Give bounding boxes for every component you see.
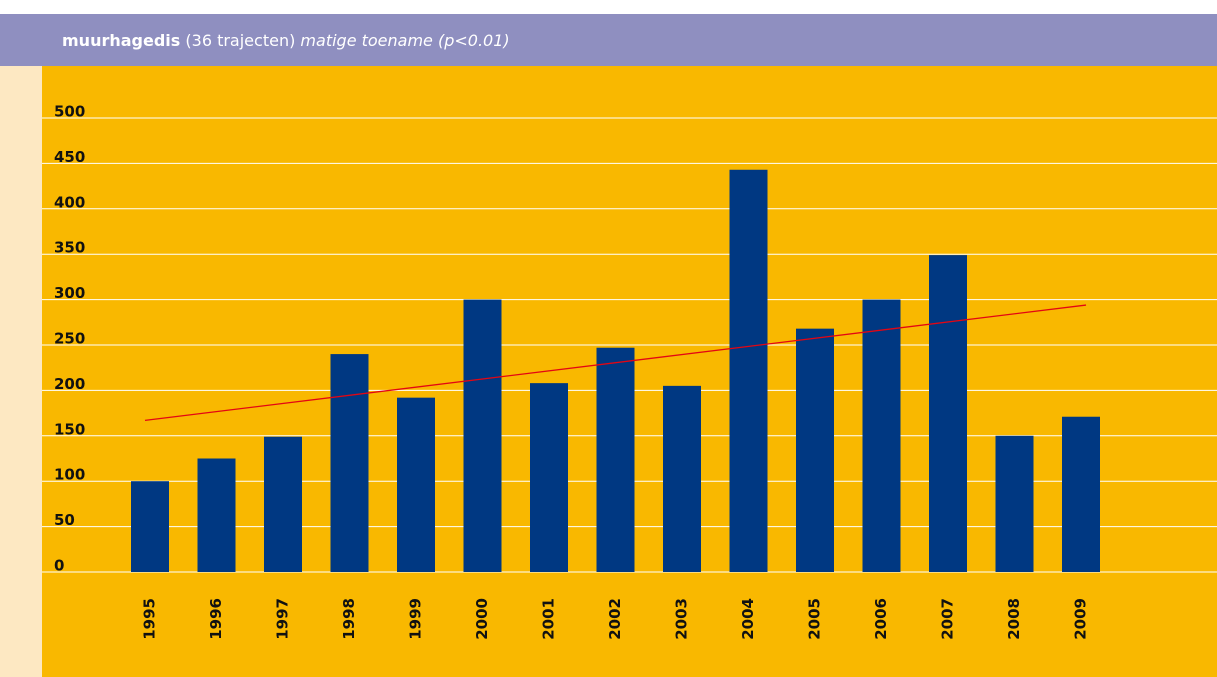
bar bbox=[663, 385, 701, 572]
bar bbox=[264, 436, 302, 572]
y-tick-label: 50 bbox=[54, 511, 75, 529]
y-tick-label: 450 bbox=[54, 148, 85, 166]
x-tick-label: 2002 bbox=[606, 598, 624, 640]
bar bbox=[929, 255, 967, 572]
bar bbox=[131, 481, 169, 572]
y-tick-label: 300 bbox=[54, 284, 85, 302]
title: muurhagedis bbox=[62, 31, 180, 50]
x-tick-label: 1999 bbox=[407, 598, 425, 640]
y-tick-label: 250 bbox=[54, 330, 85, 348]
y-tick-label: 150 bbox=[54, 420, 85, 438]
header-bar bbox=[0, 14, 1217, 66]
trend-line bbox=[144, 304, 1087, 422]
subtitle: (36 trajecten) bbox=[185, 31, 295, 50]
bar bbox=[330, 354, 369, 572]
y-tick-label: 100 bbox=[54, 466, 85, 484]
x-tick-label: 2009 bbox=[1072, 598, 1090, 640]
y-tick-label: 500 bbox=[54, 103, 85, 121]
bar bbox=[729, 169, 768, 573]
x-tick-label: 2006 bbox=[872, 598, 890, 640]
bar bbox=[463, 299, 502, 572]
x-tick-label: 2008 bbox=[1005, 598, 1023, 640]
x-tick-label: 1998 bbox=[340, 598, 358, 640]
y-tick-label: 200 bbox=[54, 375, 85, 393]
header-text: muurhagedis (36 trajecten) matige toenam… bbox=[62, 31, 510, 50]
side-strip bbox=[0, 66, 42, 677]
x-tick-label: 2000 bbox=[473, 598, 491, 640]
x-tick-label: 2007 bbox=[939, 598, 957, 640]
bar bbox=[1062, 416, 1100, 572]
bar bbox=[796, 328, 834, 572]
bar bbox=[530, 383, 568, 572]
bar bbox=[862, 299, 901, 572]
bar bbox=[197, 458, 236, 572]
y-tick-label: 0 bbox=[54, 557, 64, 575]
x-tick-label: 1996 bbox=[207, 598, 225, 640]
bar bbox=[397, 397, 435, 572]
annotation: matige toename (p<0.01) bbox=[300, 31, 509, 50]
x-tick-label: 2004 bbox=[739, 598, 757, 640]
bar bbox=[995, 435, 1034, 572]
x-tick-label: 2001 bbox=[540, 598, 558, 640]
x-tick-label: 1997 bbox=[274, 598, 292, 640]
y-tick-label: 350 bbox=[54, 239, 85, 257]
x-tick-label: 2003 bbox=[673, 598, 691, 640]
y-tick-label: 400 bbox=[54, 193, 85, 211]
x-tick-label: 1995 bbox=[141, 598, 159, 640]
bar bbox=[596, 347, 635, 572]
x-tick-label: 2005 bbox=[806, 598, 824, 640]
